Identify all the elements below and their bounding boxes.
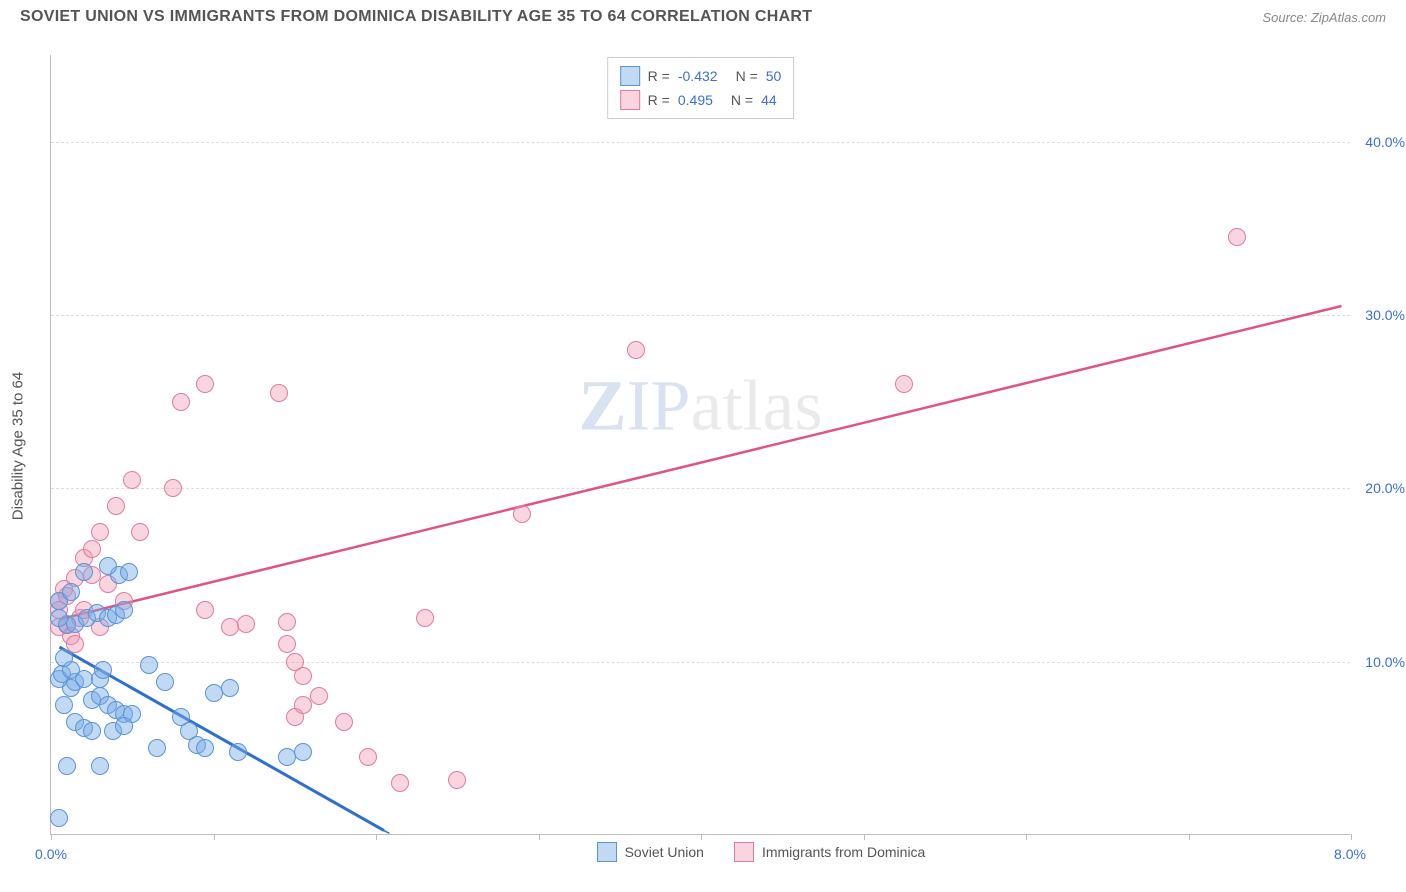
chart-header: SOVIET UNION VS IMMIGRANTS FROM DOMINICA…: [0, 0, 1406, 40]
data-point-blue: [115, 601, 133, 619]
data-point-blue: [62, 583, 80, 601]
data-point-pink: [196, 601, 214, 619]
x-tick-mark: [1351, 834, 1352, 840]
data-point-pink: [237, 615, 255, 633]
swatch-pink: [620, 90, 640, 110]
data-point-pink: [83, 540, 101, 558]
data-point-pink: [513, 505, 531, 523]
data-point-pink: [359, 748, 377, 766]
legend-row-pink: R = 0.495 N = 44: [620, 88, 782, 112]
data-point-blue: [148, 739, 166, 757]
data-point-pink: [164, 479, 182, 497]
data-point-pink: [131, 523, 149, 541]
legend-item-blue: Soviet Union: [597, 842, 704, 862]
data-point-pink: [270, 384, 288, 402]
x-tick-mark: [864, 834, 865, 840]
x-tick-start: 0.0%: [35, 846, 67, 862]
chart-plot-area: ZIPatlas 10.0%20.0%30.0%40.0% R = -0.432…: [50, 55, 1350, 835]
trend-lines-layer: [51, 55, 1350, 834]
data-point-blue: [58, 757, 76, 775]
data-point-blue: [99, 557, 117, 575]
data-point-blue: [50, 609, 68, 627]
data-point-blue: [156, 673, 174, 691]
data-point-pink: [172, 393, 190, 411]
swatch-pink-icon: [734, 842, 754, 862]
data-point-blue: [55, 649, 73, 667]
x-tick-mark: [701, 834, 702, 840]
y-tick-label: 20.0%: [1365, 480, 1405, 496]
chart-title: SOVIET UNION VS IMMIGRANTS FROM DOMINICA…: [20, 8, 812, 26]
data-point-pink: [416, 609, 434, 627]
data-point-pink: [627, 341, 645, 359]
data-point-blue: [140, 656, 158, 674]
data-point-pink: [91, 523, 109, 541]
series-legend: Soviet Union Immigrants from Dominica: [597, 842, 926, 862]
data-point-blue: [221, 679, 239, 697]
data-point-pink: [391, 774, 409, 792]
data-point-pink: [278, 635, 296, 653]
x-tick-end: 8.0%: [1334, 846, 1366, 862]
data-point-pink: [196, 375, 214, 393]
data-point-pink: [895, 375, 913, 393]
y-tick-label: 40.0%: [1365, 134, 1405, 150]
x-tick-mark: [376, 834, 377, 840]
data-point-blue: [94, 661, 112, 679]
data-point-pink: [1228, 228, 1246, 246]
data-point-blue: [75, 563, 93, 581]
watermark: ZIPatlas: [578, 364, 822, 447]
data-point-pink: [294, 667, 312, 685]
x-tick-mark: [51, 834, 52, 840]
source-label: Source: ZipAtlas.com: [1262, 10, 1386, 25]
data-point-pink: [448, 771, 466, 789]
y-tick-label: 30.0%: [1365, 307, 1405, 323]
swatch-blue-icon: [597, 842, 617, 862]
data-point-blue: [229, 743, 247, 761]
data-point-blue: [91, 757, 109, 775]
x-tick-mark: [539, 834, 540, 840]
data-point-blue: [83, 722, 101, 740]
gridline: [51, 315, 1350, 316]
data-point-pink: [221, 618, 239, 636]
y-axis-label: Disability Age 35 to 64: [10, 372, 27, 520]
data-point-blue: [50, 809, 68, 827]
data-point-blue: [294, 743, 312, 761]
swatch-blue: [620, 66, 640, 86]
gridline: [51, 142, 1350, 143]
legend-row-blue: R = -0.432 N = 50: [620, 64, 782, 88]
data-point-pink: [294, 696, 312, 714]
x-tick-mark: [214, 834, 215, 840]
x-tick-mark: [1026, 834, 1027, 840]
data-point-pink: [107, 497, 125, 515]
data-point-blue: [120, 563, 138, 581]
data-point-pink: [335, 713, 353, 731]
legend-item-pink: Immigrants from Dominica: [734, 842, 925, 862]
data-point-blue: [55, 696, 73, 714]
data-point-pink: [278, 613, 296, 631]
data-point-blue: [196, 739, 214, 757]
x-tick-mark: [1189, 834, 1190, 840]
y-tick-label: 10.0%: [1365, 654, 1405, 670]
data-point-pink: [310, 687, 328, 705]
data-point-blue: [115, 717, 133, 735]
gridline: [51, 488, 1350, 489]
gridline: [51, 662, 1350, 663]
correlation-legend: R = -0.432 N = 50 R = 0.495 N = 44: [607, 57, 795, 119]
data-point-pink: [123, 471, 141, 489]
